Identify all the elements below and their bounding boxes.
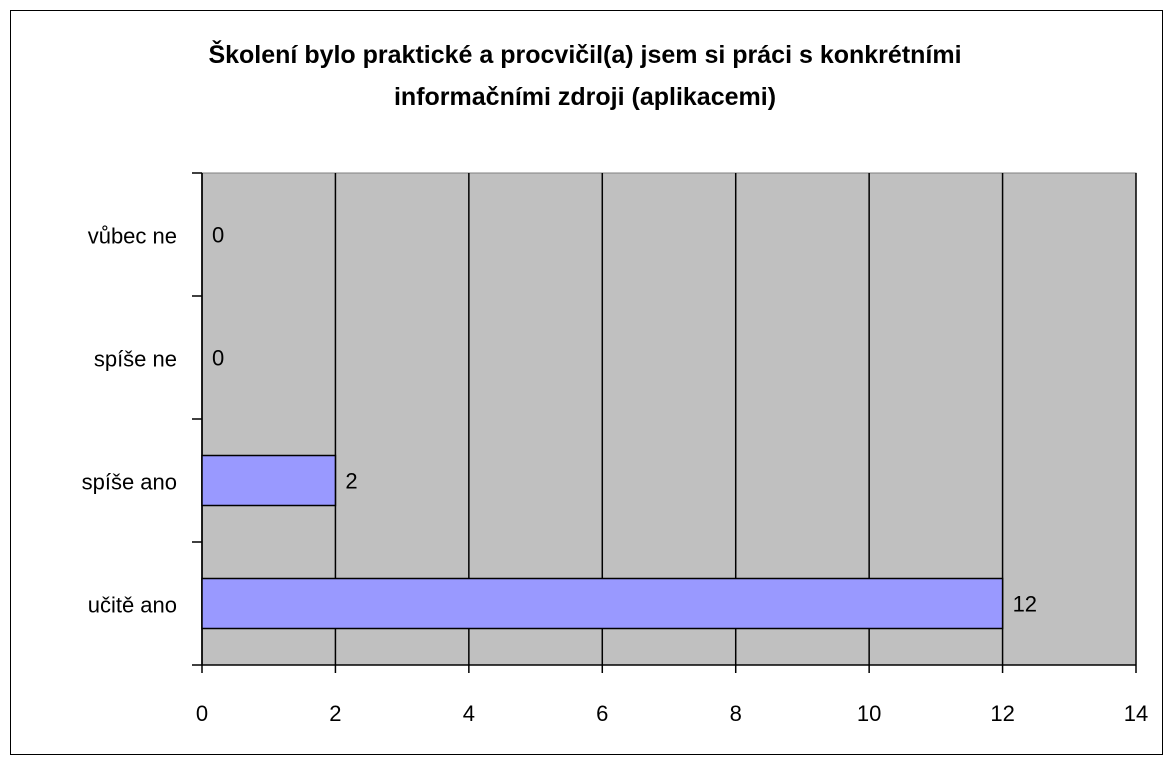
x-tick-label: 8 — [730, 701, 742, 726]
y-tick-label: vůbec ne — [88, 223, 177, 248]
x-tick-label: 6 — [596, 701, 608, 726]
data-label: 2 — [345, 468, 357, 493]
y-tick-label: spíše ne — [94, 346, 177, 371]
y-tick-label: spíše ano — [82, 469, 177, 494]
x-tick-label: 0 — [196, 701, 208, 726]
x-tick-label: 14 — [1124, 701, 1148, 726]
x-tick-label: 4 — [463, 701, 475, 726]
y-tick-label: učitě ano — [88, 592, 177, 617]
x-tick-label: 12 — [990, 701, 1014, 726]
data-label: 0 — [212, 345, 224, 370]
x-tick-label: 10 — [857, 701, 881, 726]
chart-title: Školení bylo praktické a procvičil(a) js… — [208, 41, 962, 111]
chart-frame — [10, 10, 1163, 755]
data-label: 12 — [1013, 591, 1037, 616]
bar — [201, 454, 337, 507]
bar — [201, 577, 1004, 630]
x-tick-label: 2 — [329, 701, 341, 726]
data-label: 0 — [212, 222, 224, 247]
